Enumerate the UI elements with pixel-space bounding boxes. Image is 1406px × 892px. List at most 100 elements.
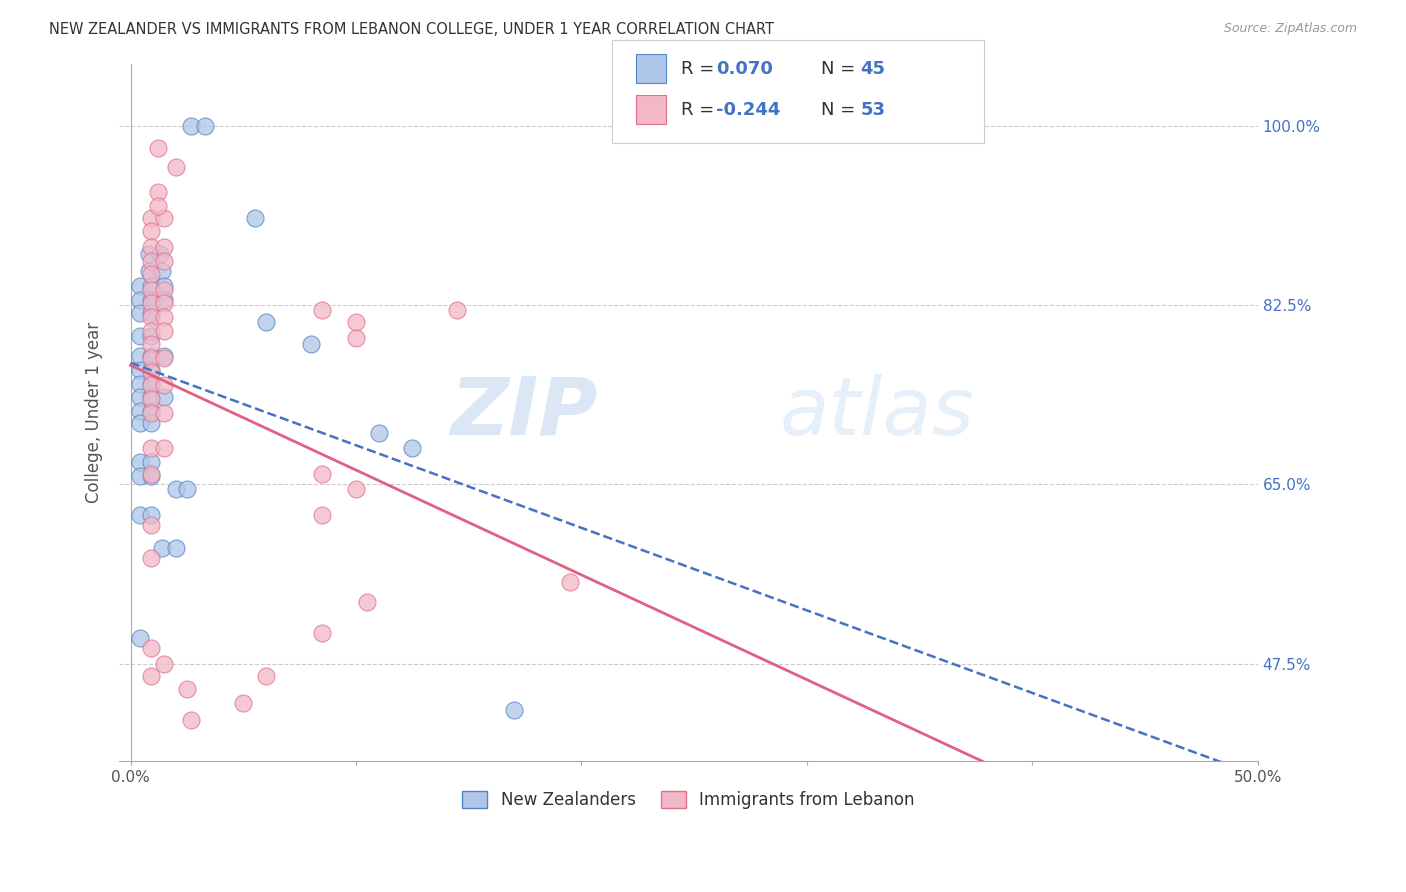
Point [299, 337, 322, 351]
Point [153, 657, 176, 671]
Point [139, 508, 162, 522]
Point [311, 508, 333, 522]
Point [139, 283, 162, 297]
Point [153, 442, 176, 456]
Point [153, 377, 176, 392]
Point [139, 442, 162, 456]
Point [128, 349, 150, 363]
Point [311, 467, 333, 481]
Point [139, 296, 162, 310]
Point [139, 551, 162, 566]
Point [180, 119, 202, 133]
Point [153, 293, 176, 307]
Point [139, 328, 162, 343]
Text: ZIP: ZIP [450, 374, 598, 451]
Point [146, 185, 169, 199]
Point [139, 211, 162, 225]
Point [128, 328, 150, 343]
Point [139, 377, 162, 392]
Text: 0.070: 0.070 [716, 60, 772, 78]
Point [139, 669, 162, 683]
Point [146, 141, 169, 155]
Point [401, 442, 423, 456]
Point [139, 376, 162, 391]
Point [139, 337, 162, 351]
Point [150, 541, 173, 555]
Point [139, 279, 162, 293]
Text: 53: 53 [860, 101, 886, 119]
Point [165, 483, 187, 497]
Point [176, 483, 198, 497]
Point [146, 198, 169, 212]
Point [139, 253, 162, 268]
Point [139, 239, 162, 253]
Point [139, 467, 162, 481]
Point [139, 310, 162, 325]
Point [139, 293, 162, 307]
Point [344, 331, 367, 345]
Point [356, 595, 378, 609]
Point [232, 696, 254, 710]
Point [128, 508, 150, 522]
Point [128, 306, 150, 320]
Point [139, 267, 162, 281]
Point [165, 541, 187, 555]
Point [149, 246, 172, 260]
Point [446, 303, 468, 318]
Point [311, 626, 333, 640]
Point [128, 469, 150, 483]
Point [139, 641, 162, 656]
Point [254, 669, 277, 683]
Point [560, 574, 582, 589]
Point [128, 403, 150, 417]
Point [139, 324, 162, 338]
Point [128, 376, 150, 391]
Point [153, 310, 176, 325]
Point [153, 211, 176, 225]
Point [153, 296, 176, 310]
Point [153, 390, 176, 404]
Point [128, 362, 150, 376]
Point [194, 119, 217, 133]
Point [139, 406, 162, 420]
Point [139, 351, 162, 366]
Point [243, 211, 266, 225]
Text: R =: R = [681, 60, 720, 78]
Legend: New Zealanders, Immigrants from Lebanon: New Zealanders, Immigrants from Lebanon [456, 784, 921, 815]
Point [139, 455, 162, 469]
Point [502, 703, 524, 717]
Point [128, 279, 150, 293]
Point [138, 264, 160, 278]
Text: N =: N = [821, 101, 860, 119]
Point [254, 315, 277, 329]
Point [139, 392, 162, 407]
Point [139, 365, 162, 379]
Point [150, 264, 173, 278]
Point [153, 349, 176, 363]
Point [139, 224, 162, 238]
Point [153, 324, 176, 338]
Point [139, 306, 162, 320]
Point [139, 518, 162, 533]
Point [165, 160, 187, 174]
Point [180, 713, 202, 727]
Point [176, 682, 198, 697]
Point [128, 455, 150, 469]
Text: Source: ZipAtlas.com: Source: ZipAtlas.com [1223, 22, 1357, 36]
Point [139, 416, 162, 430]
Point [128, 390, 150, 404]
Point [153, 253, 176, 268]
Point [153, 239, 176, 253]
Text: R =: R = [681, 101, 720, 119]
Point [139, 403, 162, 417]
Point [128, 416, 150, 430]
Point [153, 283, 176, 297]
Point [344, 483, 367, 497]
Point [139, 390, 162, 404]
Point [153, 406, 176, 420]
Point [311, 303, 333, 318]
Point [138, 246, 160, 260]
Point [153, 279, 176, 293]
Point [139, 469, 162, 483]
Point [153, 351, 176, 366]
